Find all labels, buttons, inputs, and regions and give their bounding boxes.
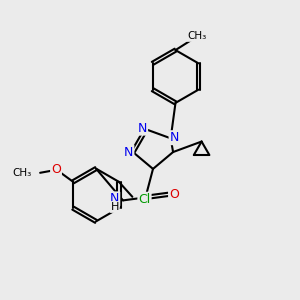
- Text: N: N: [138, 122, 147, 135]
- Text: N: N: [124, 146, 134, 158]
- Text: N: N: [110, 192, 119, 206]
- Text: CH₃: CH₃: [187, 31, 206, 41]
- Text: O: O: [51, 163, 61, 176]
- Text: H: H: [110, 202, 119, 212]
- Text: Cl: Cl: [138, 193, 151, 206]
- Text: O: O: [169, 188, 179, 201]
- Text: N: N: [169, 131, 179, 144]
- Text: CH₃: CH₃: [12, 168, 31, 178]
